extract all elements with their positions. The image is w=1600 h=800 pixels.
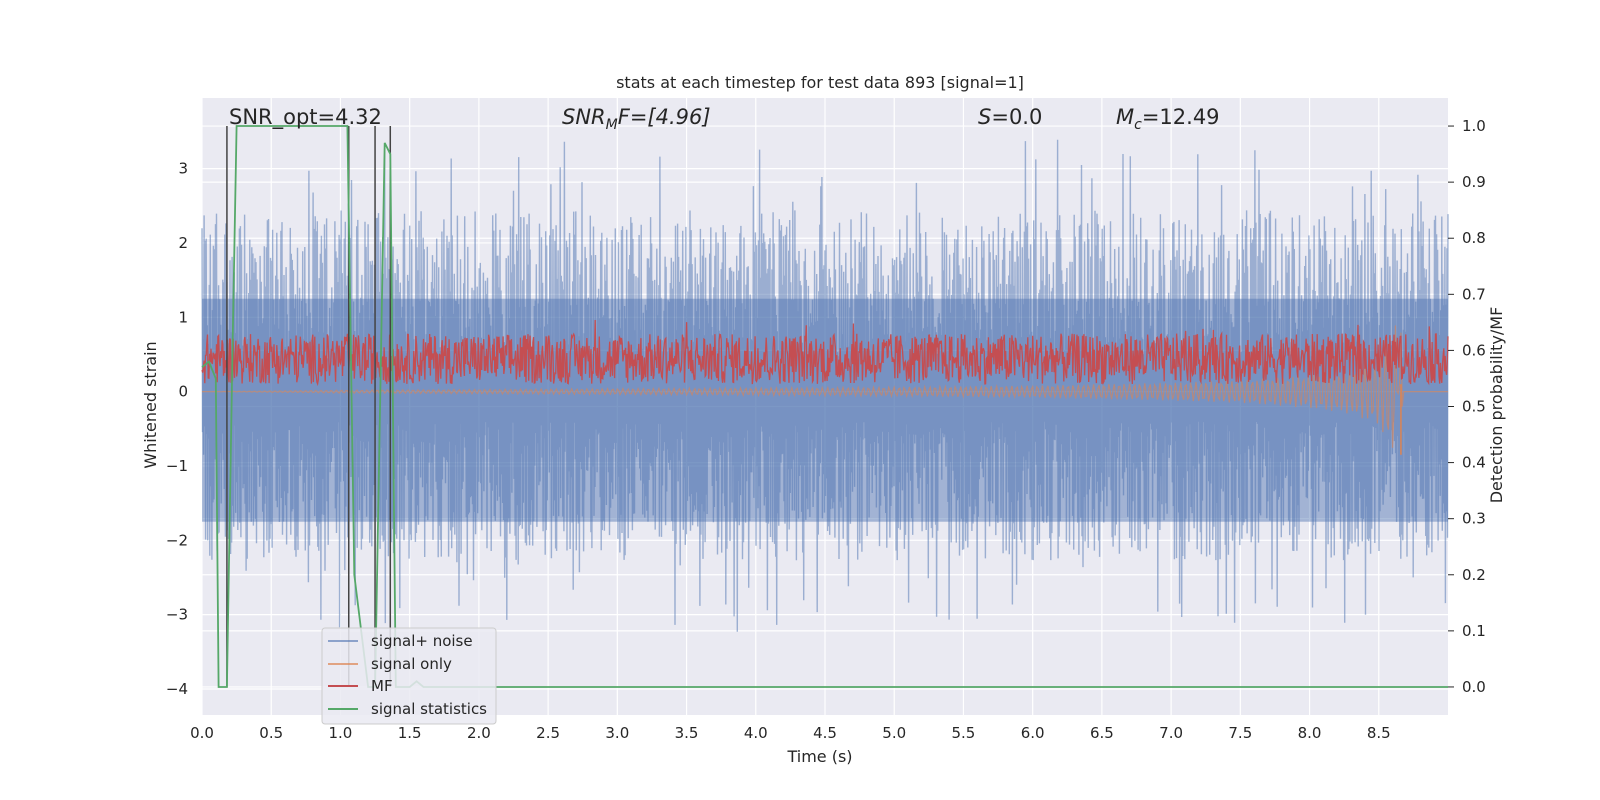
legend-label-signal-noise: signal+ noise xyxy=(371,632,473,650)
x-tick-label: 6.0 xyxy=(1021,724,1045,742)
x-tick-label: 4.0 xyxy=(744,724,768,742)
y-right-tick-label: 0.0 xyxy=(1462,678,1486,696)
x-tick-label: 8.0 xyxy=(1298,724,1322,742)
annotation-mc: Mc=12.49 xyxy=(1116,105,1220,133)
x-tick-label: 1.5 xyxy=(398,724,422,742)
y-right-tick-label: 0.2 xyxy=(1462,566,1486,584)
y-left-axis-label: Whitened strain xyxy=(141,341,160,468)
annotation-snr-opt: SNR_opt=4.32 xyxy=(229,105,382,130)
x-tick-label: 6.5 xyxy=(1090,724,1114,742)
chart-title: stats at each timestep for test data 893… xyxy=(616,73,1024,92)
y-left-tick-label: 0 xyxy=(178,383,188,401)
legend-frame xyxy=(321,627,497,725)
y-left-tick-label: 3 xyxy=(178,160,188,178)
mf-line xyxy=(201,319,1449,387)
y-right-tick-label: 0.4 xyxy=(1462,454,1486,472)
x-tick-label: 2.5 xyxy=(536,724,560,742)
legend-label-signal-statistics: signal statistics xyxy=(371,700,487,718)
x-tick-label: 0.5 xyxy=(259,724,283,742)
y-left-tick-label: −1 xyxy=(166,457,188,475)
y-left-tick-label: 1 xyxy=(178,308,188,326)
legend-label-signal-only: signal only xyxy=(371,655,452,673)
x-tick-label: 8.5 xyxy=(1367,724,1391,742)
x-tick-label: 1.0 xyxy=(329,724,353,742)
x-tick-label: 7.0 xyxy=(1159,724,1183,742)
x-axis-ticks: 0.0 0.5 1.0 1.5 2.0 2.5 3.0 3.5 4.0 4.5 5.0 5.5 6.0 6… xyxy=(190,724,1391,742)
series-signal-only xyxy=(202,325,1448,455)
y-right-axis-label: Detection probability/MF xyxy=(1487,307,1506,504)
x-axis-label: Time (s) xyxy=(786,747,852,766)
x-tick-label: 0.0 xyxy=(190,724,214,742)
y-right-axis-ticks: 0.0 0.1 0.2 0.3 0.4 0.5 0.6 0.7 0.8 0.9 1.0 xyxy=(1448,117,1486,696)
y-right-tick-label: 1.0 xyxy=(1462,117,1486,135)
y-left-tick-label: −4 xyxy=(166,680,188,698)
x-tick-label: 5.0 xyxy=(882,724,906,742)
annotation-snr-mf: SNRMF=[4.96] xyxy=(562,105,711,133)
y-right-tick-label: 0.9 xyxy=(1462,173,1486,191)
x-tick-label: 4.5 xyxy=(813,724,837,742)
x-tick-label: 7.5 xyxy=(1228,724,1252,742)
y-right-tick-label: 0.5 xyxy=(1462,398,1486,416)
y-right-tick-label: 0.8 xyxy=(1462,229,1486,247)
legend-label-mf: MF xyxy=(371,677,393,695)
x-tick-label: 3.5 xyxy=(675,724,699,742)
signal-only-line xyxy=(202,325,1448,448)
signal-noise-band xyxy=(202,298,1448,522)
y-right-tick-label: 0.6 xyxy=(1462,341,1486,359)
y-right-tick-label: 0.7 xyxy=(1462,285,1486,303)
y-left-tick-label: −3 xyxy=(166,606,188,624)
legend: signal+ noise signal only MF signal stat… xyxy=(321,627,497,725)
y-right-tick-label: 0.1 xyxy=(1462,622,1486,640)
x-tick-label: 3.0 xyxy=(605,724,629,742)
y-left-tick-label: −2 xyxy=(166,531,188,549)
series-mf xyxy=(201,319,1449,387)
y-left-axis-ticks: −4 −3 −2 −1 0 1 2 3 xyxy=(166,160,188,698)
x-tick-label: 5.5 xyxy=(952,724,976,742)
x-tick-label: 2.0 xyxy=(467,724,491,742)
annotation-s: S=0.0 xyxy=(978,105,1042,129)
y-right-tick-label: 0.3 xyxy=(1462,510,1486,528)
y-left-tick-label: 2 xyxy=(178,234,188,252)
